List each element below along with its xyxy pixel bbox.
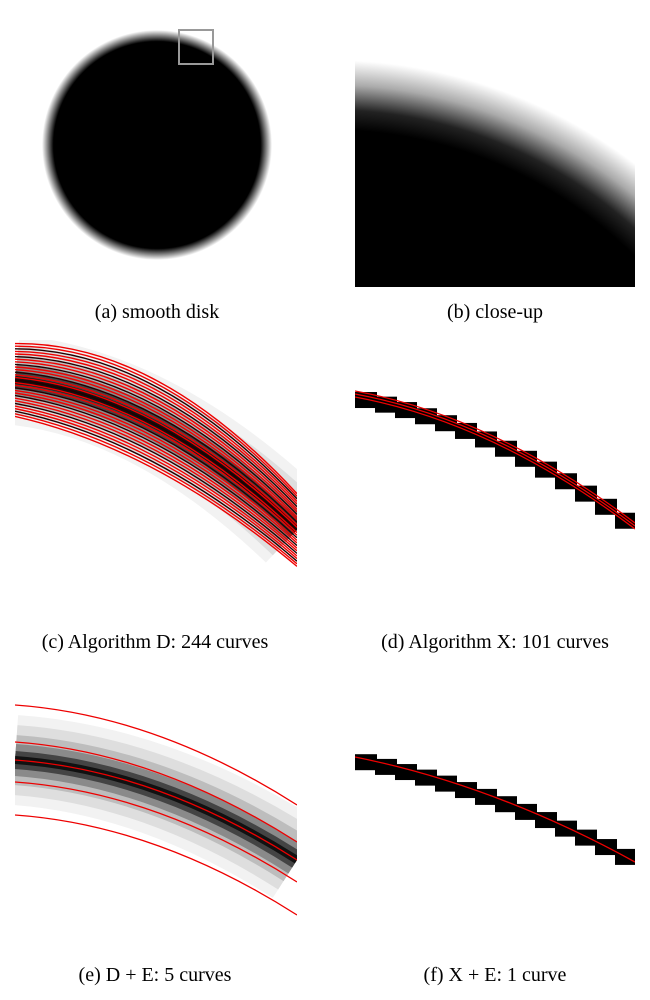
caption: (a) smooth disk	[95, 301, 219, 323]
panel-f	[355, 754, 637, 865]
panel-a: (a) smooth disk	[42, 30, 272, 323]
pixel-block	[355, 754, 377, 770]
panel-d	[355, 391, 637, 529]
close-up-image	[355, 25, 635, 287]
panel-e	[15, 705, 297, 915]
disk	[42, 30, 272, 260]
caption: (f) X + E: 1 curve	[424, 964, 567, 986]
caption: (b) close-up	[447, 301, 543, 323]
pixel-block	[615, 513, 637, 529]
panel-c	[15, 344, 297, 567]
pixel-block	[375, 759, 397, 775]
pixel-block	[415, 408, 437, 424]
caption: (c) Algorithm D: 244 curves	[42, 631, 269, 653]
figure: (a) smooth disk (b) close-up (c) Algorit…	[0, 0, 650, 995]
pixel-block	[435, 415, 457, 431]
caption: (d) Algorithm X: 101 curves	[381, 631, 609, 653]
pixel-block	[575, 830, 597, 846]
caption: (e) D + E: 5 curves	[79, 964, 232, 986]
panel-b: (b) close-up	[355, 25, 635, 323]
